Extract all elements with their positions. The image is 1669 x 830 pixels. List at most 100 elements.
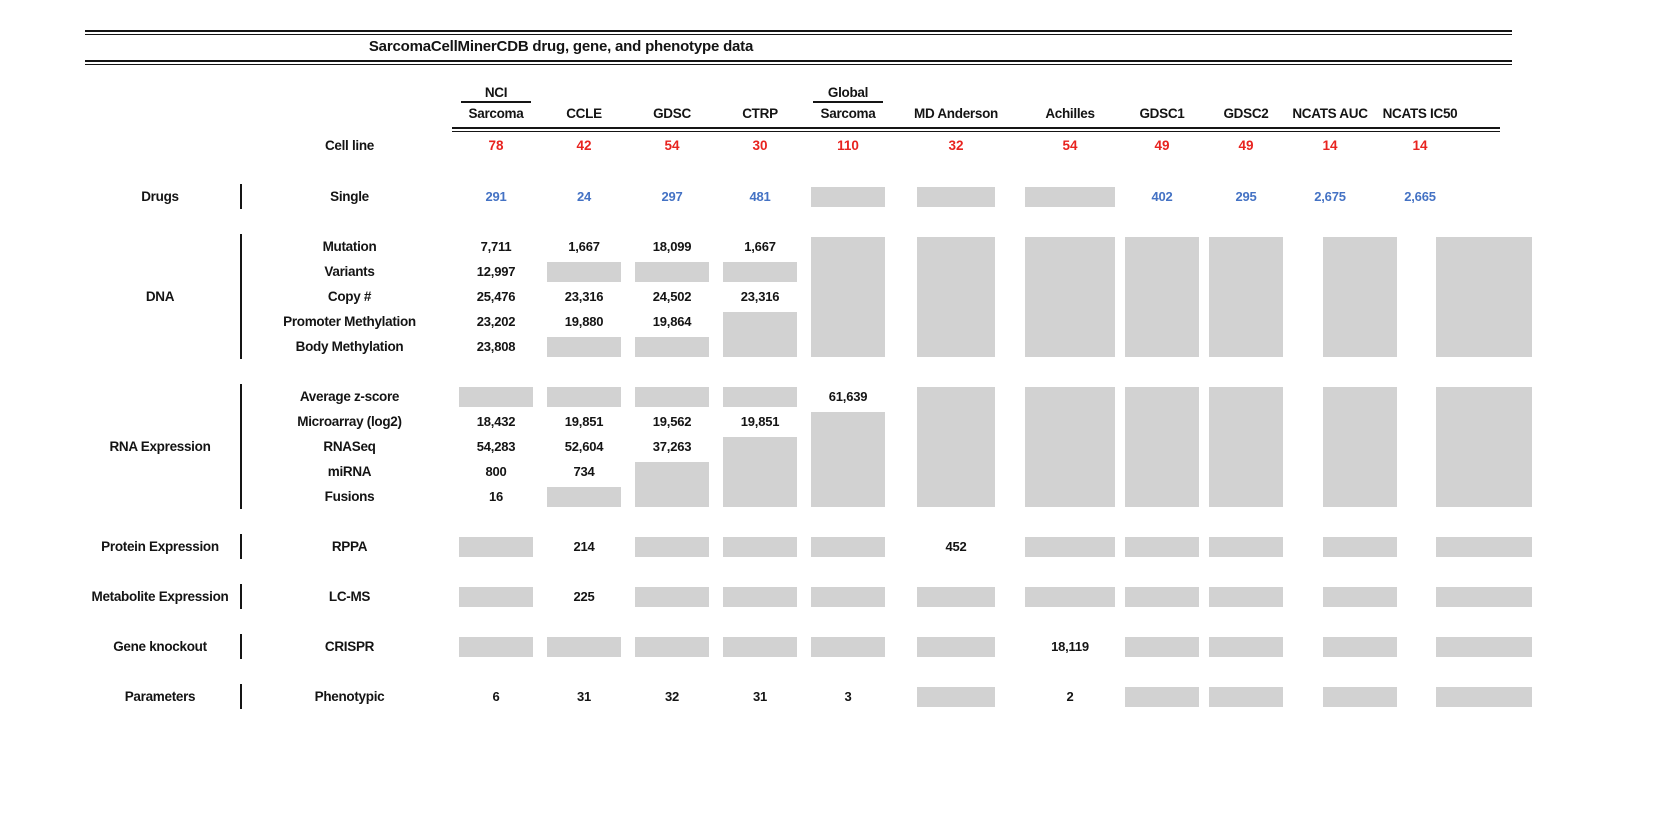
data-value: 734: [573, 464, 595, 479]
gray-box: [1436, 686, 1532, 707]
gray-box: [811, 586, 885, 607]
category-divider: [240, 384, 242, 509]
no-data-box: [716, 584, 804, 609]
category-label: DNA: [145, 289, 175, 304]
no-data-box: [804, 534, 892, 559]
no-data-box: [452, 584, 540, 609]
gray-box: [547, 261, 621, 282]
data-value: 23,316: [564, 289, 604, 304]
category-divider: [240, 234, 242, 359]
no-data-box: [1372, 684, 1532, 709]
gray-box: [723, 261, 797, 282]
no-data-box: [1372, 384, 1532, 509]
gray-box: [917, 686, 995, 707]
cell-line-count: 42: [576, 138, 592, 153]
section-rna-expression: RNA Expression Average z-score Microarray …: [85, 384, 1532, 509]
no-data-box: [452, 634, 540, 659]
title-row: SarcomaCellMinerCDB drug, gene, and phen…: [85, 35, 1037, 60]
no-data-box: [804, 409, 892, 509]
data-value: 18,099: [652, 239, 692, 254]
no-data-box: [1020, 534, 1120, 559]
no-data-box: [1288, 584, 1397, 609]
gray-box: [1125, 636, 1199, 657]
category-label: Protein Expression: [101, 539, 219, 554]
figure-title: SarcomaCellMinerCDB drug, gene, and phen…: [368, 38, 754, 55]
no-data-box: [628, 384, 716, 409]
cell-line-count: 54: [1062, 138, 1078, 153]
gray-box: [1125, 236, 1199, 357]
category-divider: [240, 184, 242, 209]
gray-box: [459, 536, 533, 557]
no-data-box: [1020, 384, 1120, 509]
row-label: Mutation: [322, 239, 377, 254]
gray-box: [1323, 586, 1397, 607]
gray-box: [547, 336, 621, 357]
data-value: 23,316: [740, 289, 780, 304]
data-value: 1,667: [744, 239, 776, 254]
gray-box: [811, 236, 885, 357]
category-label: Metabolite Expression: [91, 589, 229, 604]
no-data-box: [1288, 234, 1397, 359]
row-label: miRNA: [327, 464, 372, 479]
gray-box: [1436, 236, 1532, 357]
gray-box: [459, 586, 533, 607]
cell-line-count: 49: [1154, 138, 1170, 153]
cell-line-label: Cell line: [324, 138, 375, 153]
data-value: 800: [485, 464, 507, 479]
row-label: RPPA: [331, 539, 368, 554]
column-header-top: Global: [813, 85, 883, 103]
no-data-box: [892, 184, 1020, 209]
no-data-box: [892, 634, 1020, 659]
no-data-box: [892, 384, 1020, 509]
data-value: 6: [492, 689, 500, 704]
data-value: 19,880: [564, 314, 604, 329]
no-data-box: [452, 384, 540, 409]
category-divider: [240, 684, 242, 709]
no-data-box: [1204, 234, 1288, 359]
cell-line-count: 49: [1238, 138, 1254, 153]
gray-box: [723, 436, 797, 507]
no-data-box: [1020, 234, 1120, 359]
no-data-box: [1120, 684, 1204, 709]
gray-box: [1323, 536, 1397, 557]
data-value: 291: [485, 189, 507, 204]
gray-box: [635, 261, 709, 282]
data-value: 23,202: [476, 314, 516, 329]
row-label: Phenotypic: [314, 689, 385, 704]
row-label: Average z-score: [299, 389, 400, 404]
title-rule-top: [85, 30, 1512, 35]
no-data-box: [1372, 234, 1532, 359]
sarcoma-cellminer-figure: SarcomaCellMinerCDB drug, gene, and phen…: [85, 30, 1532, 709]
row-label: Variants: [324, 264, 375, 279]
gray-box: [917, 636, 995, 657]
no-data-box: [716, 634, 804, 659]
no-data-box: [1288, 684, 1397, 709]
column-header: Sarcoma: [468, 106, 524, 121]
cell-line-count: 14: [1412, 138, 1428, 153]
no-data-box: [1372, 584, 1532, 609]
header-double-rule: [452, 126, 1500, 132]
no-data-box: [1204, 384, 1288, 509]
no-data-box: [1204, 584, 1288, 609]
gray-box: [635, 586, 709, 607]
data-value: 18,432: [476, 414, 516, 429]
gray-box: [811, 186, 885, 207]
no-data-box: [716, 309, 804, 359]
section-dna: DNA Mutation Variants Copy # Promoter Methyl…: [85, 234, 1532, 359]
category-label: Gene knockout: [113, 639, 207, 654]
gray-box: [1025, 386, 1115, 507]
gray-box: [635, 636, 709, 657]
data-value: 25,476: [476, 289, 516, 304]
data-value: 19,851: [564, 414, 604, 429]
section-protein-expression: Protein Expression RPPA 214 452: [85, 534, 1532, 559]
column-header: Achilles: [1045, 106, 1095, 121]
no-data-box: [1204, 684, 1288, 709]
row-label: LC-MS: [328, 589, 371, 604]
cell-line-count: 110: [837, 138, 859, 153]
data-value: 2,665: [1404, 189, 1436, 204]
gray-box: [723, 386, 797, 407]
data-sections: Drugs Single 291 24 297 481 402 295 2,675 2,665 DN…: [85, 184, 1532, 709]
data-value: 31: [576, 689, 592, 704]
gray-box: [1436, 386, 1532, 507]
data-value: 402: [1151, 189, 1173, 204]
